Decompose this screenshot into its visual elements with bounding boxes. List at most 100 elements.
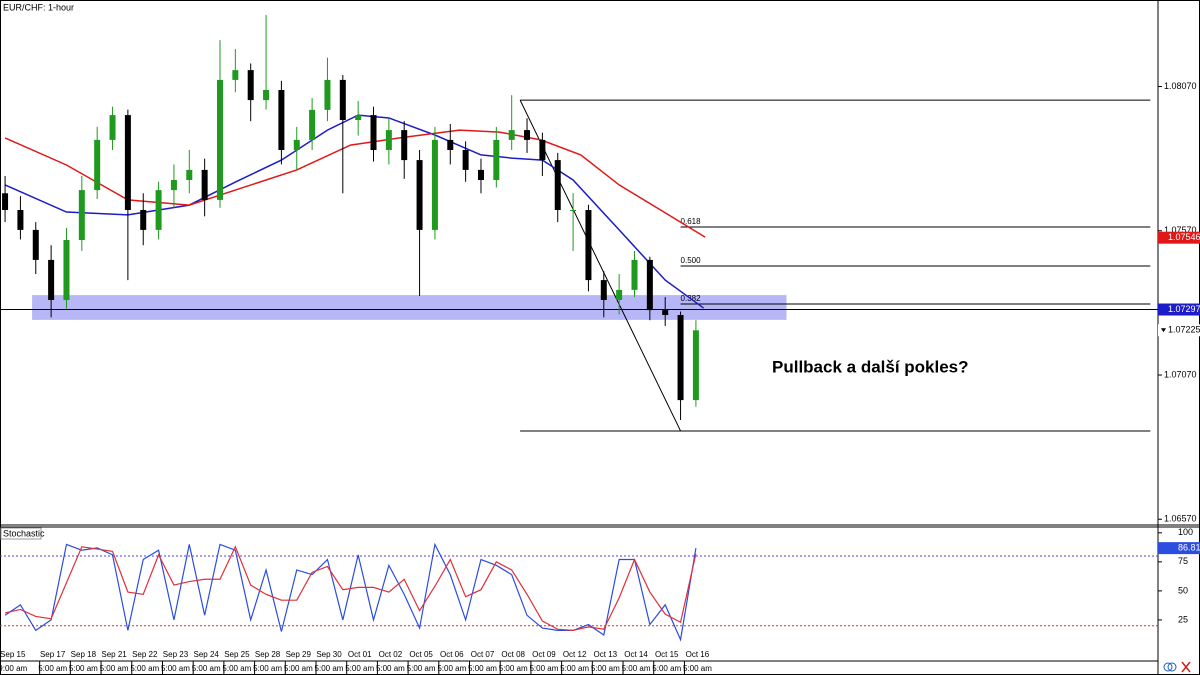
y-tick-label: 100	[1178, 527, 1193, 537]
x-tick-time: 5:00 am	[161, 664, 190, 673]
x-tick-time: 5:00 am	[192, 664, 221, 673]
price-tag	[1158, 231, 1200, 244]
candle-body	[48, 259, 55, 300]
x-tick-time: 5:00 am	[468, 664, 497, 673]
x-tick-label: Oct 16	[686, 650, 710, 659]
x-tick-time: 5:00 am	[622, 664, 651, 673]
x-tick-label: Sep 24	[193, 650, 219, 659]
candle-body	[186, 169, 193, 180]
price-marker	[1161, 328, 1166, 333]
candle-body	[692, 330, 699, 401]
moving-average	[4, 114, 705, 309]
candle-body	[339, 79, 346, 120]
x-tick-label: Oct 13	[594, 650, 618, 659]
icons	[1163, 661, 1191, 673]
x-tick-time: 5:00 am	[376, 664, 405, 673]
candle-body	[662, 310, 669, 315]
x-tick-label: Oct 07	[471, 650, 495, 659]
x-tick-time: 5:00 am	[407, 664, 436, 673]
x-tick-label: Oct 02	[379, 650, 403, 659]
y-tick-label: 50	[1178, 585, 1188, 595]
x-tick-label: Oct 01	[348, 650, 372, 659]
x-tick-label: Sep 21	[101, 650, 127, 659]
candle-body	[462, 150, 469, 170]
candle-body	[2, 193, 9, 210]
candle-body	[263, 90, 270, 101]
candle-body	[508, 130, 515, 140]
x-tick-label: Sep 25	[224, 650, 250, 659]
icon	[1163, 662, 1173, 672]
x-tick-time: 5:00 am	[683, 664, 712, 673]
x-tick-label: Sep 22	[132, 650, 158, 659]
x-tick-time: 5:00 am	[100, 664, 129, 673]
candle-body	[278, 90, 285, 150]
x-tick-time: 5:00 am	[529, 664, 558, 673]
candle-body	[616, 289, 623, 300]
stoch-line	[4, 542, 697, 642]
candle-body	[201, 169, 208, 200]
x-tick-label: Sep 30	[316, 650, 342, 659]
panel-label-box	[0, 527, 42, 540]
candle-body	[155, 190, 162, 230]
candle-body	[94, 139, 101, 191]
support-zone	[32, 295, 787, 320]
chart-title: EUR/CHF: 1-hour	[3, 2, 74, 12]
candle-body	[170, 180, 177, 191]
x-tick-label: Oct 05	[409, 650, 433, 659]
annotation: Pullback a další pokles?	[772, 357, 969, 376]
x-tick-label: Oct 14	[624, 650, 648, 659]
price-tag-label: 1.07225	[1168, 325, 1200, 335]
candle-body	[554, 160, 561, 210]
candle-body	[677, 315, 684, 401]
candle-body	[309, 109, 316, 140]
price-tag	[1158, 324, 1200, 337]
y-tick-label: 1.08070	[1164, 81, 1197, 91]
candle-body	[447, 139, 454, 150]
x-tick-label: Oct 15	[655, 650, 679, 659]
candle-body	[416, 160, 423, 230]
y-tick-label: 25	[1178, 614, 1188, 624]
price-tag-label: 1.07297	[1168, 304, 1200, 314]
candle-body	[32, 229, 39, 260]
candle-body	[385, 130, 392, 150]
candle-body	[570, 210, 577, 211]
candle-body	[216, 79, 223, 200]
x-tick-time: 5:00 am	[284, 664, 313, 673]
candle-body	[124, 115, 131, 210]
candle-body	[63, 240, 70, 300]
candle-body	[324, 79, 331, 110]
icon	[1181, 661, 1191, 673]
y-tick-label: 75	[1178, 556, 1188, 566]
x-tick-time: 5:00 am	[222, 664, 251, 673]
candle-body	[401, 130, 408, 161]
x-tick-time: 5:00 am	[38, 664, 67, 673]
icon	[1167, 662, 1177, 672]
y-tick-label: 1.07070	[1164, 369, 1197, 379]
x-tick-time: 5:00 am	[591, 664, 620, 673]
y-tick-label: 1.07570	[1164, 225, 1197, 235]
x-tick-time: 5:00 am	[437, 664, 466, 673]
stoch-tag-label: 86.81	[1178, 543, 1200, 553]
x-tick-time: 5:00 am	[560, 664, 589, 673]
candle-body	[524, 130, 531, 140]
x-tick-label: Sep 23	[163, 650, 189, 659]
x-tick-label: Sep 29	[286, 650, 312, 659]
candle-body	[585, 210, 592, 281]
candle-body	[109, 115, 116, 140]
candle-body	[477, 169, 484, 180]
candle-body	[17, 210, 24, 230]
x-tick-time: 5:00 am	[315, 664, 344, 673]
candle-body	[140, 210, 147, 230]
x-tick-time: 5:00 am	[652, 664, 681, 673]
x-tick-time: 5:00 am	[130, 664, 159, 673]
candle-body	[539, 139, 546, 161]
x-tick-time: 5:00 am	[499, 664, 528, 673]
x-tick-label: Oct 12	[563, 650, 587, 659]
candle-body	[355, 115, 362, 120]
fib-level-label: 0.618	[681, 217, 702, 226]
candle-body	[631, 259, 638, 290]
x-tick-time: 5:00 am	[345, 664, 374, 673]
candle-body	[600, 280, 607, 300]
